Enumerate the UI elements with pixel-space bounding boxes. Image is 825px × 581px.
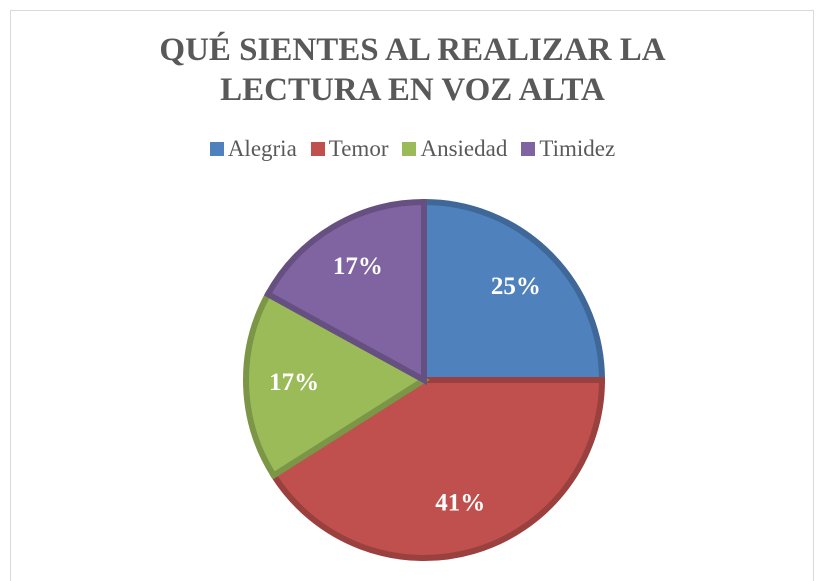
legend-swatch	[310, 142, 325, 156]
pie-slice	[243, 290, 430, 480]
legend-label: Temor	[328, 136, 389, 161]
data-label: 17%	[333, 253, 383, 280]
legend-item: Timidez	[521, 136, 615, 162]
chart-title: QUÉ SIENTES AL REALIZAR LA LECTURA EN VO…	[159, 32, 666, 108]
legend-item: Ansiedad	[402, 136, 507, 162]
legend-label: Ansiedad	[420, 136, 508, 161]
legend-label: Timidez	[539, 136, 616, 161]
legend-swatch	[521, 142, 536, 156]
pie-slice	[421, 198, 606, 383]
legend-item: Temor	[310, 136, 389, 162]
legend-label: Alegria	[227, 136, 297, 161]
data-label: 41%	[435, 490, 485, 517]
data-label: 25%	[491, 273, 541, 300]
legend-swatch	[402, 142, 417, 156]
pie-slice	[263, 198, 427, 386]
data-label: 17%	[269, 369, 319, 396]
legend: Alegria Temor Ansiedad Timidez	[0, 136, 825, 162]
legend-item: Alegria	[209, 136, 297, 162]
chart-frame	[10, 10, 814, 581]
legend-swatch	[209, 142, 224, 156]
